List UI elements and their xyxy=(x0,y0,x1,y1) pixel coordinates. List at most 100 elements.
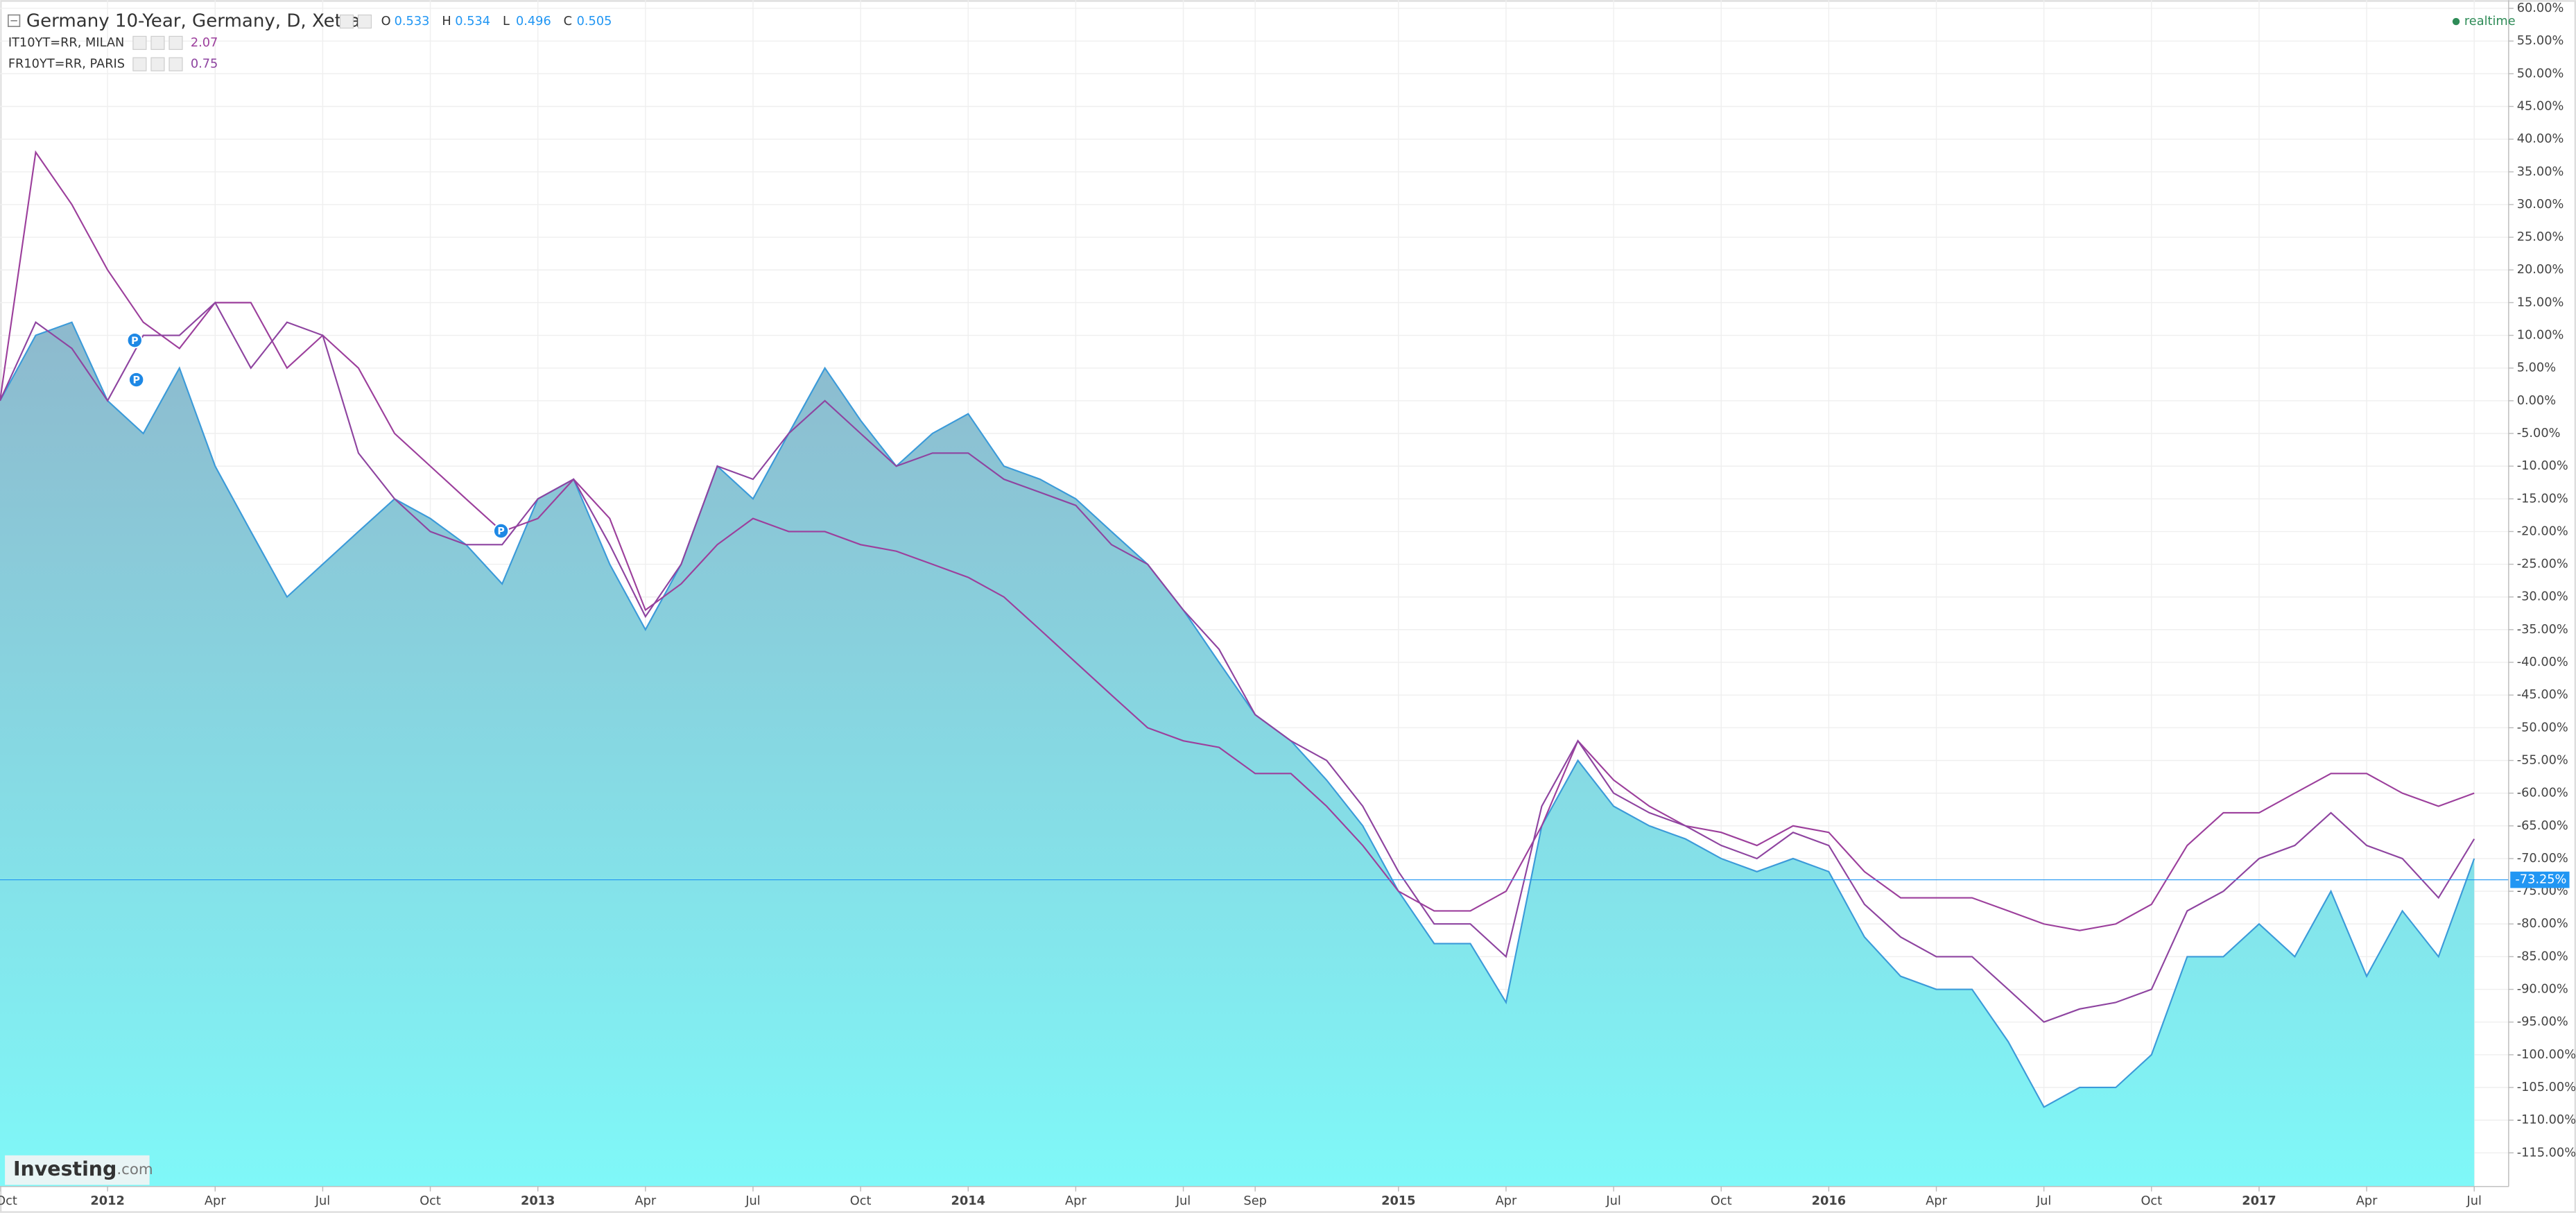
y-tick-label: -50.00% xyxy=(2517,721,2568,734)
y-tick-label: -100.00% xyxy=(2517,1048,2576,1062)
x-tick-label: Apr xyxy=(2356,1194,2378,1208)
y-tick-label: 30.00% xyxy=(2517,198,2564,212)
y-tick-label: 50.00% xyxy=(2517,67,2564,80)
current-value-box xyxy=(2510,871,2570,888)
event-marker-label: P xyxy=(132,375,139,386)
y-tick-label: -80.00% xyxy=(2517,917,2568,931)
y-tick-label: 25.00% xyxy=(2517,230,2564,244)
y-tick-label: -95.00% xyxy=(2517,1015,2568,1029)
close-icon[interactable] xyxy=(168,35,183,50)
ohlc-label: O xyxy=(381,15,391,28)
y-tick-label: 20.00% xyxy=(2517,263,2564,277)
series-name: FR10YT=RR, PARIS xyxy=(8,58,125,71)
x-tick-label: 2014 xyxy=(951,1194,985,1208)
event-marker[interactable] xyxy=(126,332,143,349)
series-last-value: 2.07 xyxy=(191,36,218,50)
close-icon[interactable] xyxy=(357,14,372,29)
logo: Investing.com xyxy=(13,1158,153,1180)
y-tick-label: 15.00% xyxy=(2517,295,2564,309)
y-tick-label: -30.00% xyxy=(2517,590,2568,604)
ohlc-value: 0.496 xyxy=(516,15,551,28)
y-tick-label: 5.00% xyxy=(2517,361,2556,375)
x-tick-label: Apr xyxy=(1926,1194,1947,1208)
x-tick-label: 2012 xyxy=(90,1194,124,1208)
line xyxy=(0,301,2475,1023)
ohlc-value: 0.534 xyxy=(455,15,490,28)
collapse-icon[interactable] xyxy=(8,14,21,27)
x-tick-label: 2015 xyxy=(1381,1194,1415,1208)
x-tick-label: Jul xyxy=(315,1194,330,1208)
x-tick-label: Apr xyxy=(1496,1194,1517,1208)
x-tick-label: Oct xyxy=(1711,1194,1732,1208)
y-tick-label: -20.00% xyxy=(2517,524,2568,538)
ohlc-value: 0.533 xyxy=(395,15,430,28)
hide-icon[interactable] xyxy=(150,57,165,71)
y-tick-label: -115.00% xyxy=(2517,1146,2576,1160)
x-tick-label: Jul xyxy=(745,1194,760,1208)
y-tick-label: 45.00% xyxy=(2517,99,2564,113)
x-tick-label: Apr xyxy=(205,1194,226,1208)
x-tick-label: Oct xyxy=(2141,1194,2162,1208)
current-value-label: -73.25% xyxy=(2515,873,2566,887)
legend: Germany 10-Year, Germany, D, Xetra IT10Y… xyxy=(8,11,612,71)
y-tick-label: 0.00% xyxy=(2517,394,2556,408)
status: realtime xyxy=(2464,15,2516,28)
x-tick-label: 2013 xyxy=(521,1194,555,1208)
series-name: IT10YT=RR, MILAN xyxy=(8,36,124,50)
x-tick-label: Jul xyxy=(1175,1194,1191,1208)
x-tick-label: Oct xyxy=(850,1194,872,1208)
close-icon[interactable] xyxy=(168,57,183,71)
event-marker[interactable] xyxy=(128,371,145,388)
y-tick-label: -55.00% xyxy=(2517,753,2568,767)
y-tick-label: -60.00% xyxy=(2517,786,2568,800)
ohlc-label: C xyxy=(564,15,572,28)
event-marker[interactable] xyxy=(493,522,510,540)
y-tick-label: 55.00% xyxy=(2517,34,2564,48)
x-tick-label: Apr xyxy=(1065,1194,1087,1208)
y-tick-label: -70.00% xyxy=(2517,852,2568,866)
y-tick-label: 35.00% xyxy=(2517,165,2564,179)
series-last-value: 0.75 xyxy=(191,58,218,71)
y-tick-label: 40.00% xyxy=(2517,132,2564,146)
y-tick-label: -90.00% xyxy=(2517,983,2568,997)
y-tick-label: -5.00% xyxy=(2517,427,2561,440)
hide-icon[interactable] xyxy=(150,35,165,50)
event-marker-label: P xyxy=(131,336,138,347)
y-tick-label: -45.00% xyxy=(2517,688,2568,702)
ohlc-value: 0.505 xyxy=(577,15,612,28)
x-tick-label: Apr xyxy=(634,1194,656,1208)
logo-suffix: .com xyxy=(116,1161,153,1178)
settings-icon[interactable] xyxy=(132,35,147,50)
y-tick-label: -65.00% xyxy=(2517,819,2568,833)
status-dot xyxy=(2452,17,2460,26)
y-tick-label: -15.00% xyxy=(2517,492,2568,506)
x-tick-label: Sep xyxy=(1243,1194,1266,1208)
y-tick-label: -40.00% xyxy=(2517,655,2568,669)
y-tick-label: -35.00% xyxy=(2517,623,2568,637)
line xyxy=(0,150,2475,931)
x-tick-label: Jul xyxy=(2036,1194,2051,1208)
logo-box xyxy=(5,1155,150,1185)
y-tick-label: -110.00% xyxy=(2517,1113,2576,1127)
event-marker-label: P xyxy=(497,526,504,537)
x-tick-label: 2017 xyxy=(2242,1194,2276,1208)
x-tick-label: Jul xyxy=(1605,1194,1620,1208)
y-tick-label: -85.00% xyxy=(2517,949,2568,963)
x-tick-label: 2016 xyxy=(1812,1194,1846,1208)
y-tick-label: 10.00% xyxy=(2517,329,2564,343)
y-tick-label: 60.00% xyxy=(2517,1,2564,15)
ohlc-label: L xyxy=(503,15,510,28)
x-tick-label: Oct xyxy=(420,1194,441,1208)
logo-text: Investing xyxy=(13,1158,116,1180)
settings-icon[interactable] xyxy=(339,14,354,29)
y-tick-label: -10.00% xyxy=(2517,459,2568,473)
x-tick-label: Jul xyxy=(2466,1194,2482,1208)
y-tick-label: -25.00% xyxy=(2517,558,2568,571)
area xyxy=(0,322,2475,1187)
line xyxy=(0,321,2475,1108)
x-tick-label: Oct xyxy=(0,1194,17,1208)
y-tick-label: -105.00% xyxy=(2517,1081,2576,1094)
settings-icon[interactable] xyxy=(132,57,147,71)
